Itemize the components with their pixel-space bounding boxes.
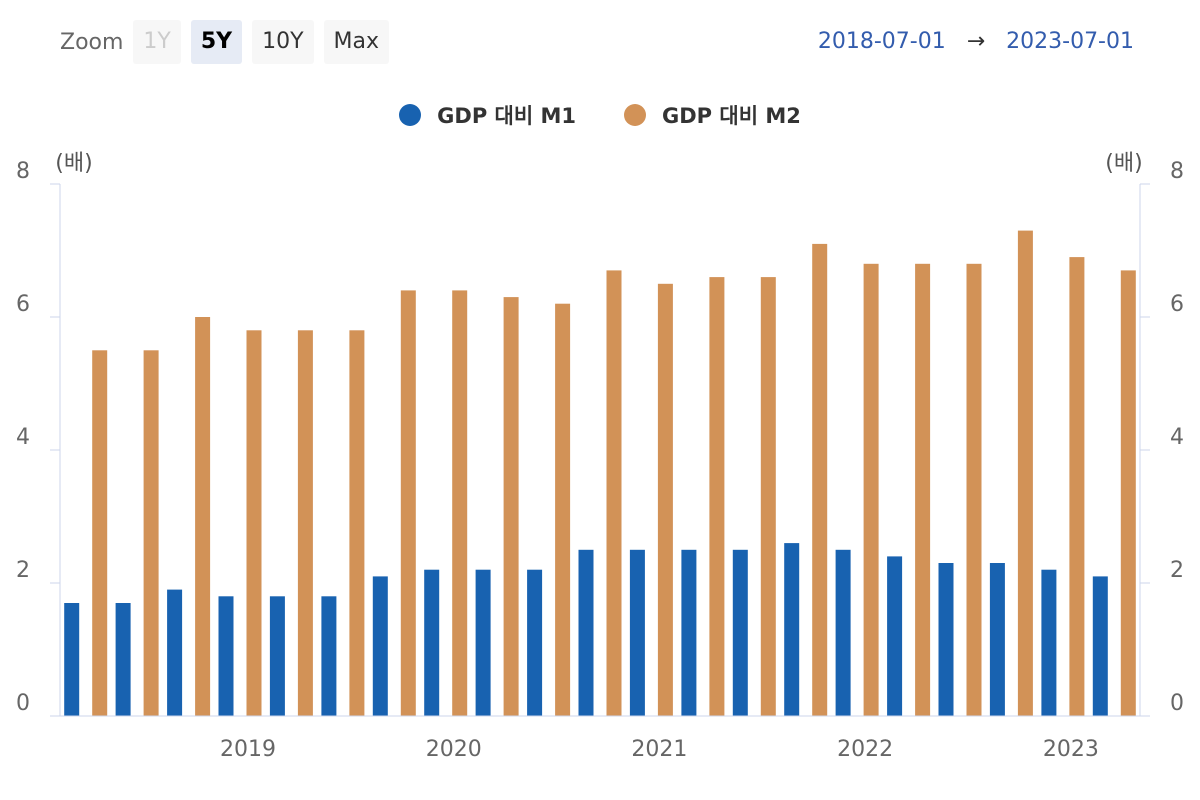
x-tick-label-2021: 2021 xyxy=(631,737,687,762)
bar-m2-2021-Q1 xyxy=(606,270,622,716)
bar-m2-2022-Q1 xyxy=(812,243,828,716)
y-axis-label-left: (배) xyxy=(55,151,92,176)
y-tick-label-right: 6 xyxy=(1170,292,1184,317)
y-tick-label-left: 4 xyxy=(16,425,30,450)
bar-m2-2020-Q4 xyxy=(555,303,571,716)
bar-m1-2018-Q3 xyxy=(64,603,80,716)
legend-m2-marker-icon xyxy=(624,104,646,126)
legend-m1-label: GDP 대비 M1 xyxy=(437,104,576,128)
legend-m1-marker-icon xyxy=(399,104,422,126)
bar-m1-2022-Q1 xyxy=(784,543,800,716)
y-tick-label-left: 2 xyxy=(16,558,30,583)
y-tick-label-left: 8 xyxy=(16,159,30,184)
bar-m1-2022-Q3 xyxy=(887,556,903,716)
bar-m1-2019-Q4 xyxy=(321,596,337,716)
bar-m2-2022-Q3 xyxy=(915,263,931,716)
bar-m1-2022-Q2 xyxy=(835,549,851,717)
bar-m1-2021-Q3 xyxy=(681,549,697,717)
y-tick-label-right: 4 xyxy=(1170,425,1184,450)
legend-m2-label: GDP 대비 M2 xyxy=(662,104,801,128)
zoom-5y-button[interactable]: 5Y xyxy=(190,20,243,64)
range-from-input[interactable]: 2018-07-01 xyxy=(817,29,946,54)
bar-m2-2020-Q3 xyxy=(503,297,519,716)
y-tick-label-left: 6 xyxy=(16,292,30,317)
bar-m1-2018-Q4 xyxy=(115,603,131,716)
bar-m2-2023-Q3 xyxy=(1120,270,1136,716)
zoom-bar: Zoom 1Y 5Y 10Y Max xyxy=(60,20,399,64)
y-axis-label-right: (배) xyxy=(1105,151,1142,176)
bar-m1-2023-Q2 xyxy=(1041,569,1057,716)
bar-m1-2023-Q3 xyxy=(1092,576,1108,716)
zoom-label: Zoom xyxy=(60,29,124,55)
bar-m2-2021-Q4 xyxy=(760,277,776,716)
bar-m1-2021-Q4 xyxy=(732,549,748,717)
x-tick-label-2023: 2023 xyxy=(1043,737,1099,762)
bar-m2-2019-Q1 xyxy=(195,317,211,716)
bar-m2-2020-Q1 xyxy=(400,290,416,716)
bar-m2-2022-Q2 xyxy=(863,263,879,716)
bar-m1-2020-Q4 xyxy=(527,569,543,716)
y-tick-label-right: 8 xyxy=(1170,159,1184,184)
chart-legend: GDP 대비 M1 GDP 대비 M2 xyxy=(0,100,1200,130)
bar-m1-2019-Q2 xyxy=(218,596,234,716)
bar-m1-2020-Q2 xyxy=(424,569,440,716)
bar-m2-2021-Q3 xyxy=(709,277,725,716)
bar-m2-2019-Q3 xyxy=(297,330,313,716)
bar-m2-2020-Q2 xyxy=(452,290,468,716)
y-tick-label-right: 2 xyxy=(1170,558,1184,583)
legend-item-m1[interactable]: GDP 대비 M1 xyxy=(399,100,576,130)
range-arrow-icon: → xyxy=(966,29,986,54)
bar-m1-2020-Q3 xyxy=(475,569,491,716)
x-tick-label-2022: 2022 xyxy=(837,737,893,762)
zoom-1y-button[interactable]: 1Y xyxy=(133,20,181,64)
bar-m2-2023-Q2 xyxy=(1069,257,1085,716)
bar-m2-2021-Q2 xyxy=(657,283,673,717)
bar-m1-2019-Q3 xyxy=(269,596,285,716)
bar-m2-2023-Q1 xyxy=(1017,230,1033,716)
x-tick-label-2020: 2020 xyxy=(426,737,482,762)
range-to-input[interactable]: 2023-07-01 xyxy=(1006,29,1134,54)
bar-m1-2022-Q4 xyxy=(938,563,954,716)
bar-m2-2022-Q4 xyxy=(966,263,982,716)
bar-m1-2020-Q1 xyxy=(372,576,388,716)
y-tick-label-left: 0 xyxy=(16,691,30,716)
bar-m2-2019-Q2 xyxy=(246,330,262,716)
zoom-max-button[interactable]: Max xyxy=(323,20,390,64)
bar-m2-2018-Q4 xyxy=(143,350,159,717)
bar-m1-2021-Q2 xyxy=(629,549,645,717)
bar-m1-2023-Q1 xyxy=(989,563,1005,716)
bar-m1-2019-Q1 xyxy=(167,589,183,716)
bar-m2-2019-Q4 xyxy=(349,330,365,716)
bar-m1-2021-Q1 xyxy=(578,549,594,717)
legend-item-m2[interactable]: GDP 대비 M2 xyxy=(624,100,801,130)
zoom-10y-button[interactable]: 10Y xyxy=(252,20,314,64)
date-range: 2018-07-01 → 2023-07-01 xyxy=(818,20,1134,64)
bar-m2-2018-Q3 xyxy=(92,350,108,717)
y-tick-label-right: 0 xyxy=(1170,691,1184,716)
x-tick-label-2019: 2019 xyxy=(220,737,276,762)
